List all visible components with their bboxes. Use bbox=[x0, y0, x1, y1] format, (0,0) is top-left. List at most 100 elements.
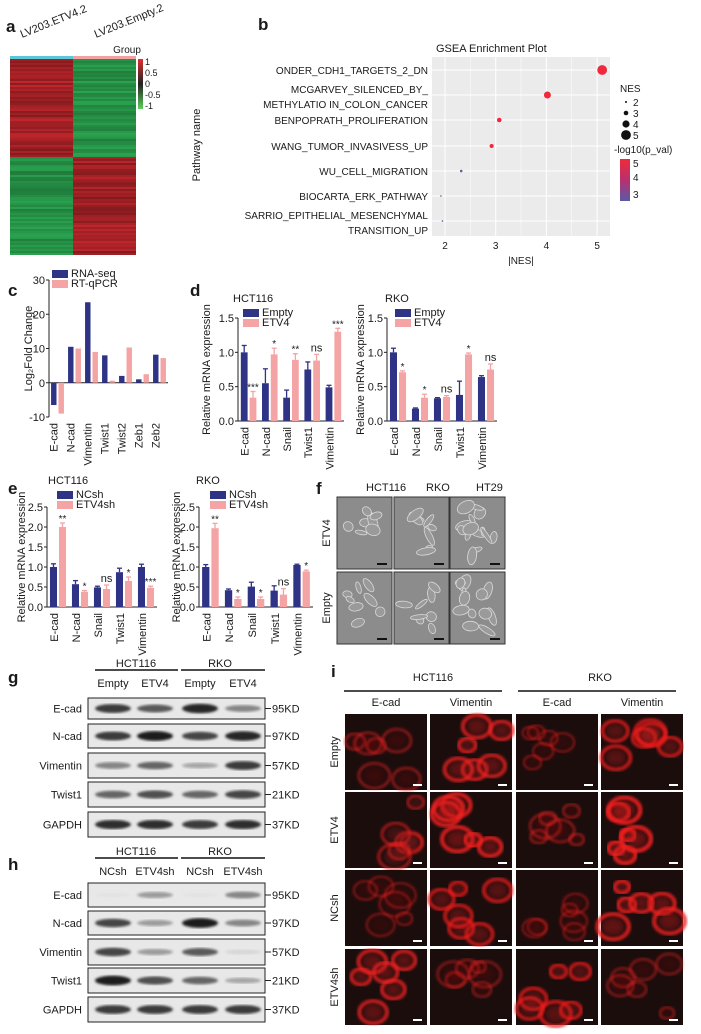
heatmap-cell bbox=[10, 191, 73, 193]
cell-signal bbox=[552, 967, 564, 976]
heatmap-cell bbox=[10, 91, 73, 93]
legend-swatch bbox=[210, 501, 226, 509]
panel-label-g: g bbox=[8, 668, 18, 687]
scale-bar bbox=[498, 940, 507, 942]
cell-signal bbox=[612, 879, 632, 895]
y-tick-label: 2.5 bbox=[180, 502, 195, 514]
fluorescence-image bbox=[516, 714, 598, 790]
cell-shape bbox=[428, 581, 441, 594]
fluorescence-image bbox=[345, 948, 427, 1026]
significance-mark: *** bbox=[145, 577, 157, 588]
panel-label-f: f bbox=[316, 479, 322, 498]
protein-band bbox=[225, 790, 261, 799]
heatmap-cell bbox=[73, 139, 136, 141]
heatmap-cell bbox=[73, 245, 136, 247]
heatmap-cell bbox=[10, 59, 73, 61]
fluorescence-image bbox=[601, 792, 683, 868]
category-label: E-cad bbox=[49, 423, 61, 452]
heatmap-cell bbox=[10, 77, 73, 79]
cell-signal bbox=[599, 744, 633, 772]
heatmap-cell bbox=[73, 187, 136, 189]
heatmap-cell bbox=[73, 109, 136, 111]
heatmap-cell bbox=[10, 125, 73, 127]
cell-signal bbox=[390, 949, 418, 972]
category-label: N-cad bbox=[411, 427, 423, 456]
heatmap-cell bbox=[10, 153, 73, 155]
cell-signal bbox=[442, 756, 475, 783]
heatmap-cell bbox=[10, 95, 73, 97]
legend-swatch bbox=[395, 319, 411, 327]
category-label: Twist2 bbox=[117, 423, 129, 454]
bar-etv4sh bbox=[125, 581, 133, 607]
condition-row-label: Empty bbox=[329, 736, 341, 768]
enrichment-dot bbox=[489, 143, 494, 149]
heatmap-cell bbox=[10, 221, 73, 223]
heatmap-cell bbox=[73, 89, 136, 91]
protein-band bbox=[95, 762, 131, 769]
bar-etv4 bbox=[399, 372, 407, 421]
legend-color-label: 4 bbox=[633, 173, 639, 184]
cell-signal bbox=[530, 921, 545, 933]
bar-empty bbox=[240, 352, 248, 421]
bar-ncsh bbox=[49, 567, 57, 607]
legend-size-dot bbox=[621, 130, 631, 140]
heatmap-cell bbox=[10, 227, 73, 229]
category-label: Zeb1 bbox=[134, 423, 146, 448]
y-axis-label: Log₂Fold Change bbox=[23, 306, 35, 392]
y-tick-label: 1.5 bbox=[180, 542, 195, 554]
legend-size-label: 2 bbox=[633, 98, 639, 109]
heatmap-cell bbox=[10, 147, 73, 149]
protein-band bbox=[225, 891, 261, 899]
heatmap-cell bbox=[10, 117, 73, 119]
heatmap-cell bbox=[10, 87, 73, 89]
bar-empty bbox=[455, 394, 463, 421]
heatmap-cell bbox=[73, 111, 136, 113]
cell-signal bbox=[560, 902, 579, 918]
significance-mark: * bbox=[304, 561, 308, 572]
heatmap-cell bbox=[73, 193, 136, 195]
category-label: Snail bbox=[282, 427, 294, 451]
heatmap-colorbar bbox=[138, 59, 143, 109]
cell-signal bbox=[567, 961, 593, 982]
bar-rna-seq bbox=[119, 375, 125, 383]
scale-bar bbox=[490, 638, 500, 640]
x-tick-label: 3 bbox=[493, 241, 499, 252]
cell-signal bbox=[625, 830, 647, 847]
heatmap-cell bbox=[10, 239, 73, 241]
lane-label: ETV4sh bbox=[223, 866, 262, 878]
cell-signal bbox=[427, 887, 456, 912]
pathway-label: BIOCARTA_ERK_PATHWAY bbox=[299, 192, 428, 203]
protein-label: Vimentin bbox=[39, 947, 82, 959]
heatmap-cell bbox=[73, 211, 136, 213]
heatmap-cell bbox=[10, 207, 73, 209]
cell-signal bbox=[571, 835, 582, 844]
heatmap-cell bbox=[73, 173, 136, 175]
cell-signal bbox=[606, 795, 643, 826]
lane-label: ETV4 bbox=[229, 678, 257, 690]
legend-size-dot bbox=[625, 101, 627, 103]
category-label: Vimentin bbox=[324, 427, 336, 470]
heatmap-cell bbox=[73, 227, 136, 229]
cell-signal bbox=[542, 813, 554, 823]
colorbar-tick-label: 0 bbox=[145, 79, 150, 89]
heatmap-cell bbox=[10, 211, 73, 213]
heatmap-cell bbox=[73, 213, 136, 215]
heatmap-cell bbox=[73, 75, 136, 77]
bar-etv4 bbox=[421, 397, 429, 421]
cell-signal bbox=[383, 847, 406, 866]
cell-signal bbox=[357, 999, 390, 1026]
scale-bar bbox=[413, 784, 422, 786]
x-tick-label: 4 bbox=[544, 241, 550, 252]
heatmap-cell bbox=[73, 145, 136, 147]
heatmap-cell bbox=[10, 209, 73, 211]
cell-shape bbox=[362, 506, 372, 517]
heatmap-cell bbox=[73, 253, 136, 255]
heatmap-cell bbox=[73, 127, 136, 129]
legend-size-dot bbox=[622, 120, 630, 128]
heatmap-cell bbox=[73, 201, 136, 203]
protein-band bbox=[95, 731, 131, 741]
heatmap-cell bbox=[73, 203, 136, 205]
significance-mark: * bbox=[83, 582, 87, 593]
fluorescence-image bbox=[427, 870, 514, 947]
bar-ncsh bbox=[137, 567, 145, 607]
